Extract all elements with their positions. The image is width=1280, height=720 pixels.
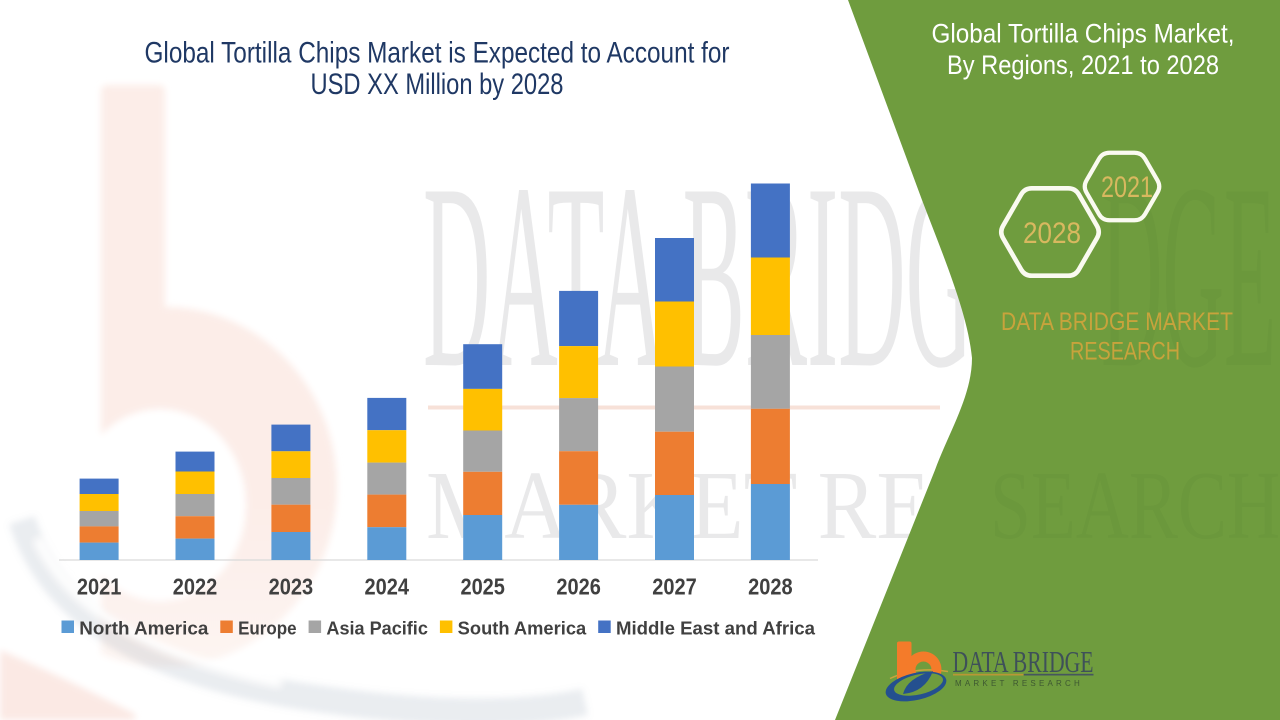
svg-text:South America: South America bbox=[458, 619, 587, 639]
svg-text:MARKET RESEARCH: MARKET RESEARCH bbox=[955, 679, 1083, 688]
svg-text:Global Tortilla Chips Market i: Global Tortilla Chips Market is Expected… bbox=[145, 36, 730, 69]
svg-text:SEARCH: SEARCH bbox=[990, 452, 1280, 559]
svg-text:USD XX Million by 2028: USD XX Million by 2028 bbox=[311, 68, 564, 101]
svg-text:Middle East and Africa: Middle East and Africa bbox=[616, 619, 816, 639]
svg-text:2026: 2026 bbox=[556, 574, 601, 600]
svg-text:2022: 2022 bbox=[173, 574, 218, 600]
svg-text:2028: 2028 bbox=[1023, 217, 1081, 250]
svg-text:DATA BRIDGE MARKET: DATA BRIDGE MARKET bbox=[1001, 308, 1233, 336]
svg-text:2021: 2021 bbox=[1101, 171, 1153, 204]
svg-text:2023: 2023 bbox=[269, 574, 314, 600]
svg-text:2027: 2027 bbox=[652, 574, 697, 600]
svg-text:Europe: Europe bbox=[238, 619, 297, 639]
svg-text:Global Tortilla Chips Market,: Global Tortilla Chips Market, bbox=[932, 19, 1235, 49]
svg-text:RESEARCH: RESEARCH bbox=[1070, 338, 1180, 366]
svg-text:Asia Pacific: Asia Pacific bbox=[326, 619, 428, 639]
svg-text:2024: 2024 bbox=[365, 574, 410, 600]
svg-text:DATA BRIDGE: DATA BRIDGE bbox=[953, 644, 1094, 679]
svg-text:2028: 2028 bbox=[748, 574, 793, 600]
svg-text:2025: 2025 bbox=[460, 574, 505, 600]
svg-text:By Regions, 2021 to 2028: By Regions, 2021 to 2028 bbox=[947, 50, 1219, 80]
svg-text:North America: North America bbox=[79, 619, 209, 639]
svg-text:2021: 2021 bbox=[77, 574, 122, 600]
